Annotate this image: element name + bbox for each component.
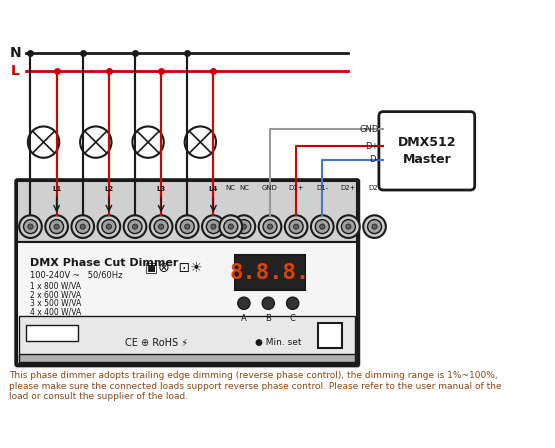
Circle shape xyxy=(346,224,351,229)
Circle shape xyxy=(237,220,251,233)
Circle shape xyxy=(311,215,334,238)
Circle shape xyxy=(159,224,164,229)
Bar xyxy=(17,181,357,242)
Circle shape xyxy=(211,224,216,229)
Circle shape xyxy=(128,220,142,233)
Circle shape xyxy=(241,224,246,229)
Circle shape xyxy=(219,215,242,238)
Circle shape xyxy=(372,224,377,229)
Circle shape xyxy=(289,220,303,233)
Circle shape xyxy=(133,224,138,229)
Text: DMX Phase Cut Dimmer: DMX Phase Cut Dimmer xyxy=(31,258,179,268)
Bar xyxy=(17,242,357,364)
Text: please make sure the connected loads support reverse phase control. Please refer: please make sure the connected loads sup… xyxy=(9,382,501,391)
Bar xyxy=(318,323,342,348)
Text: D2-: D2- xyxy=(369,185,381,191)
Text: A: A xyxy=(241,314,247,323)
Bar xyxy=(235,255,305,290)
Circle shape xyxy=(54,224,59,229)
Circle shape xyxy=(180,220,194,233)
Text: 8.8.8.: 8.8.8. xyxy=(230,263,310,283)
Circle shape xyxy=(286,297,299,310)
Circle shape xyxy=(202,215,225,238)
Circle shape xyxy=(80,224,85,229)
Circle shape xyxy=(150,215,173,238)
Text: D1-: D1- xyxy=(316,185,329,191)
Circle shape xyxy=(268,224,273,229)
Text: D+: D+ xyxy=(366,142,379,151)
Circle shape xyxy=(238,297,250,310)
Circle shape xyxy=(262,297,274,310)
Circle shape xyxy=(337,215,360,238)
Text: Master: Master xyxy=(402,153,451,166)
Text: load or consult the supplier of the load.: load or consult the supplier of the load… xyxy=(9,392,188,401)
Circle shape xyxy=(341,220,355,233)
Circle shape xyxy=(185,224,190,229)
Text: This phase dimmer adopts trailing edge dimming (reverse phase control), the dimm: This phase dimmer adopts trailing edge d… xyxy=(9,371,497,380)
Circle shape xyxy=(228,224,234,229)
Circle shape xyxy=(154,220,168,233)
Text: NC: NC xyxy=(239,185,249,191)
FancyBboxPatch shape xyxy=(16,180,359,366)
Text: ● Min. set: ● Min. set xyxy=(255,338,302,347)
Circle shape xyxy=(367,220,381,233)
Text: B: B xyxy=(265,314,271,323)
Text: 1 x 800 W/VA: 1 x 800 W/VA xyxy=(31,281,82,290)
Circle shape xyxy=(23,220,37,233)
Circle shape xyxy=(19,215,42,238)
Circle shape xyxy=(176,215,199,238)
Text: L4: L4 xyxy=(209,186,218,192)
Circle shape xyxy=(46,215,68,238)
Circle shape xyxy=(320,224,325,229)
Text: L2: L2 xyxy=(104,186,113,192)
Circle shape xyxy=(80,126,112,158)
Text: L1: L1 xyxy=(52,186,61,192)
Circle shape xyxy=(294,224,299,229)
Text: N: N xyxy=(10,46,22,60)
Circle shape xyxy=(102,220,116,233)
Text: DMX512: DMX512 xyxy=(397,136,456,149)
Circle shape xyxy=(263,220,277,233)
Text: L: L xyxy=(11,64,20,78)
Circle shape xyxy=(49,220,64,233)
Circle shape xyxy=(124,215,147,238)
Text: GND: GND xyxy=(262,185,278,191)
Text: GND: GND xyxy=(360,125,379,134)
Text: L3: L3 xyxy=(157,186,166,192)
Text: C: C xyxy=(290,314,296,323)
Text: 100-240V ~   50/60Hz: 100-240V ~ 50/60Hz xyxy=(31,270,123,279)
Circle shape xyxy=(28,126,59,158)
Text: 3 x 500 W/VA: 3 x 500 W/VA xyxy=(31,299,82,308)
FancyBboxPatch shape xyxy=(379,112,475,190)
Circle shape xyxy=(106,224,112,229)
Bar xyxy=(26,325,78,341)
Text: D2+: D2+ xyxy=(341,185,356,191)
Bar xyxy=(19,354,355,362)
Text: D1+: D1+ xyxy=(289,185,304,191)
Circle shape xyxy=(259,215,281,238)
Text: CE ⊕ RoHS ⚡: CE ⊕ RoHS ⚡ xyxy=(125,337,188,348)
Circle shape xyxy=(185,126,216,158)
Text: 4 x 400 W/VA: 4 x 400 W/VA xyxy=(31,308,82,317)
Circle shape xyxy=(285,215,307,238)
Circle shape xyxy=(72,215,94,238)
Bar xyxy=(19,316,355,362)
Circle shape xyxy=(28,224,33,229)
Text: D-: D- xyxy=(370,155,379,164)
Text: 2 x 600 W/VA: 2 x 600 W/VA xyxy=(31,290,82,299)
Text: ▣⊗  ⊡☀: ▣⊗ ⊡☀ xyxy=(145,262,203,276)
Circle shape xyxy=(206,220,220,233)
Circle shape xyxy=(98,215,120,238)
Circle shape xyxy=(233,215,255,238)
Circle shape xyxy=(224,220,238,233)
Circle shape xyxy=(363,215,386,238)
Circle shape xyxy=(133,126,164,158)
Circle shape xyxy=(76,220,90,233)
Circle shape xyxy=(315,220,329,233)
Text: NC: NC xyxy=(226,185,236,191)
